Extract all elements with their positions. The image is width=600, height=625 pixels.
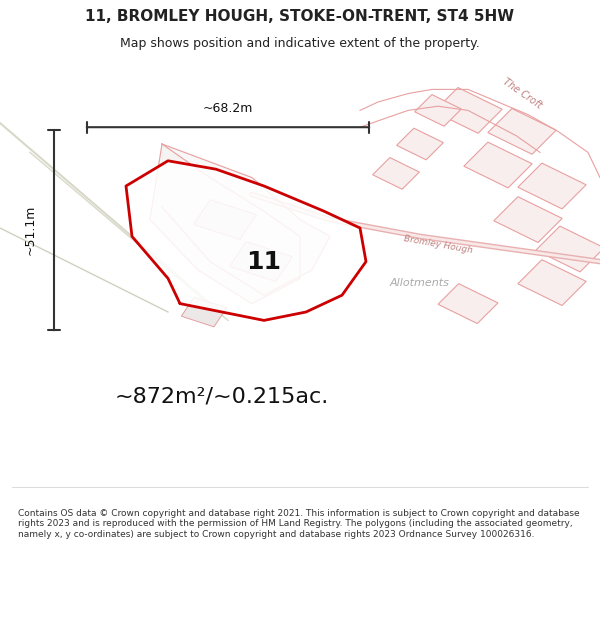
Text: The Croft: The Croft xyxy=(500,76,544,111)
Text: 11, BROMLEY HOUGH, STOKE-ON-TRENT, ST4 5HW: 11, BROMLEY HOUGH, STOKE-ON-TRENT, ST4 5… xyxy=(85,9,515,24)
Text: Map shows position and indicative extent of the property.: Map shows position and indicative extent… xyxy=(120,37,480,50)
Polygon shape xyxy=(373,158,419,189)
Polygon shape xyxy=(397,128,443,160)
Polygon shape xyxy=(126,161,366,321)
Polygon shape xyxy=(464,142,532,188)
Polygon shape xyxy=(162,144,330,295)
Text: ~872m²/~0.215ac.: ~872m²/~0.215ac. xyxy=(115,386,329,406)
Text: Contains OS data © Crown copyright and database right 2021. This information is : Contains OS data © Crown copyright and d… xyxy=(18,509,580,539)
Text: 11: 11 xyxy=(247,249,281,274)
Polygon shape xyxy=(536,226,600,272)
Polygon shape xyxy=(230,242,292,281)
Polygon shape xyxy=(438,284,498,324)
Polygon shape xyxy=(150,144,300,304)
Polygon shape xyxy=(518,260,586,306)
Polygon shape xyxy=(434,88,502,133)
Polygon shape xyxy=(518,163,586,209)
Polygon shape xyxy=(181,297,227,327)
Polygon shape xyxy=(415,94,461,126)
Text: ~68.2m: ~68.2m xyxy=(203,102,253,114)
Polygon shape xyxy=(194,199,256,239)
Text: Allotments: Allotments xyxy=(390,278,450,288)
Polygon shape xyxy=(494,197,562,242)
Text: Bromley Hough: Bromley Hough xyxy=(403,234,473,255)
Text: ~51.1m: ~51.1m xyxy=(23,205,37,255)
Polygon shape xyxy=(488,109,556,154)
